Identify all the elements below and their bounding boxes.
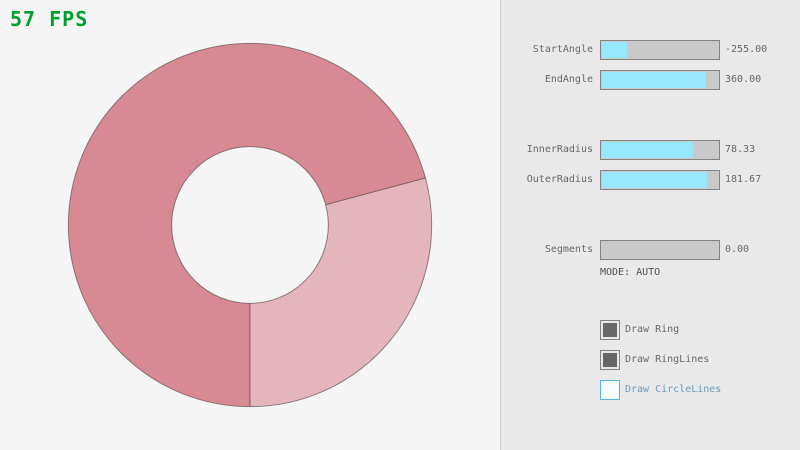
slider-segments[interactable]	[600, 240, 720, 260]
slider-fill-start-angle	[602, 42, 628, 58]
slider-fill-outer-radius	[602, 172, 708, 188]
slider-row-segments: Segments 0.00	[501, 240, 800, 260]
slider-value-end-angle: 360.00	[725, 74, 762, 85]
ring-outer-line	[67, 42, 433, 408]
slider-fill-inner-radius	[602, 142, 693, 158]
slider-inner-radius[interactable]	[600, 140, 720, 160]
mode-label: MODE: AUTO	[600, 267, 661, 278]
slider-end-angle[interactable]	[600, 70, 720, 90]
slider-start-angle[interactable]	[600, 40, 720, 60]
ring-inner-line	[171, 146, 329, 304]
controls-panel: StartAngle -255.00 EndAngle 360.00 Inner…	[500, 0, 800, 450]
ring-single-region	[250, 177, 432, 407]
checkbox-label-draw-ringlines: Draw RingLines	[625, 354, 710, 365]
fps-counter: 57 FPS	[10, 7, 89, 31]
checkbox-box-draw-ringlines	[600, 350, 620, 370]
checkbox-draw-circlelines[interactable]: Draw CircleLines	[600, 380, 800, 400]
slider-value-inner-radius: 78.33	[725, 144, 756, 155]
checkbox-draw-ring[interactable]: Draw Ring	[600, 320, 800, 340]
checkmark-icon	[603, 353, 617, 367]
checkmark-icon	[603, 323, 617, 337]
slider-label-end-angle: EndAngle	[544, 74, 593, 85]
slider-label-outer-radius: OuterRadius	[526, 174, 593, 185]
checkbox-box-draw-ring	[600, 320, 620, 340]
slider-row-start-angle: StartAngle -255.00	[501, 40, 800, 60]
ring-radial-line-start-angle	[325, 177, 426, 206]
slider-label-inner-radius: InnerRadius	[526, 144, 593, 155]
checkbox-draw-ringlines[interactable]: Draw RingLines	[600, 350, 800, 370]
ring-drawing	[67, 42, 433, 408]
slider-value-start-angle: -255.00	[725, 44, 768, 55]
slider-row-outer-radius: OuterRadius 181.67	[501, 170, 800, 190]
checkmark-icon	[603, 383, 617, 397]
checkbox-label-draw-circlelines: Draw CircleLines	[625, 384, 722, 395]
checkbox-label-draw-ring: Draw Ring	[625, 324, 680, 335]
slider-value-segments: 0.00	[725, 244, 750, 255]
slider-fill-end-angle	[602, 72, 707, 88]
slider-value-outer-radius: 181.67	[725, 174, 762, 185]
slider-label-start-angle: StartAngle	[532, 44, 593, 55]
slider-row-inner-radius: InnerRadius 78.33	[501, 140, 800, 160]
checkbox-box-draw-circlelines	[600, 380, 620, 400]
slider-row-end-angle: EndAngle 360.00	[501, 70, 800, 90]
slider-label-segments: Segments	[544, 244, 593, 255]
slider-outer-radius[interactable]	[600, 170, 720, 190]
